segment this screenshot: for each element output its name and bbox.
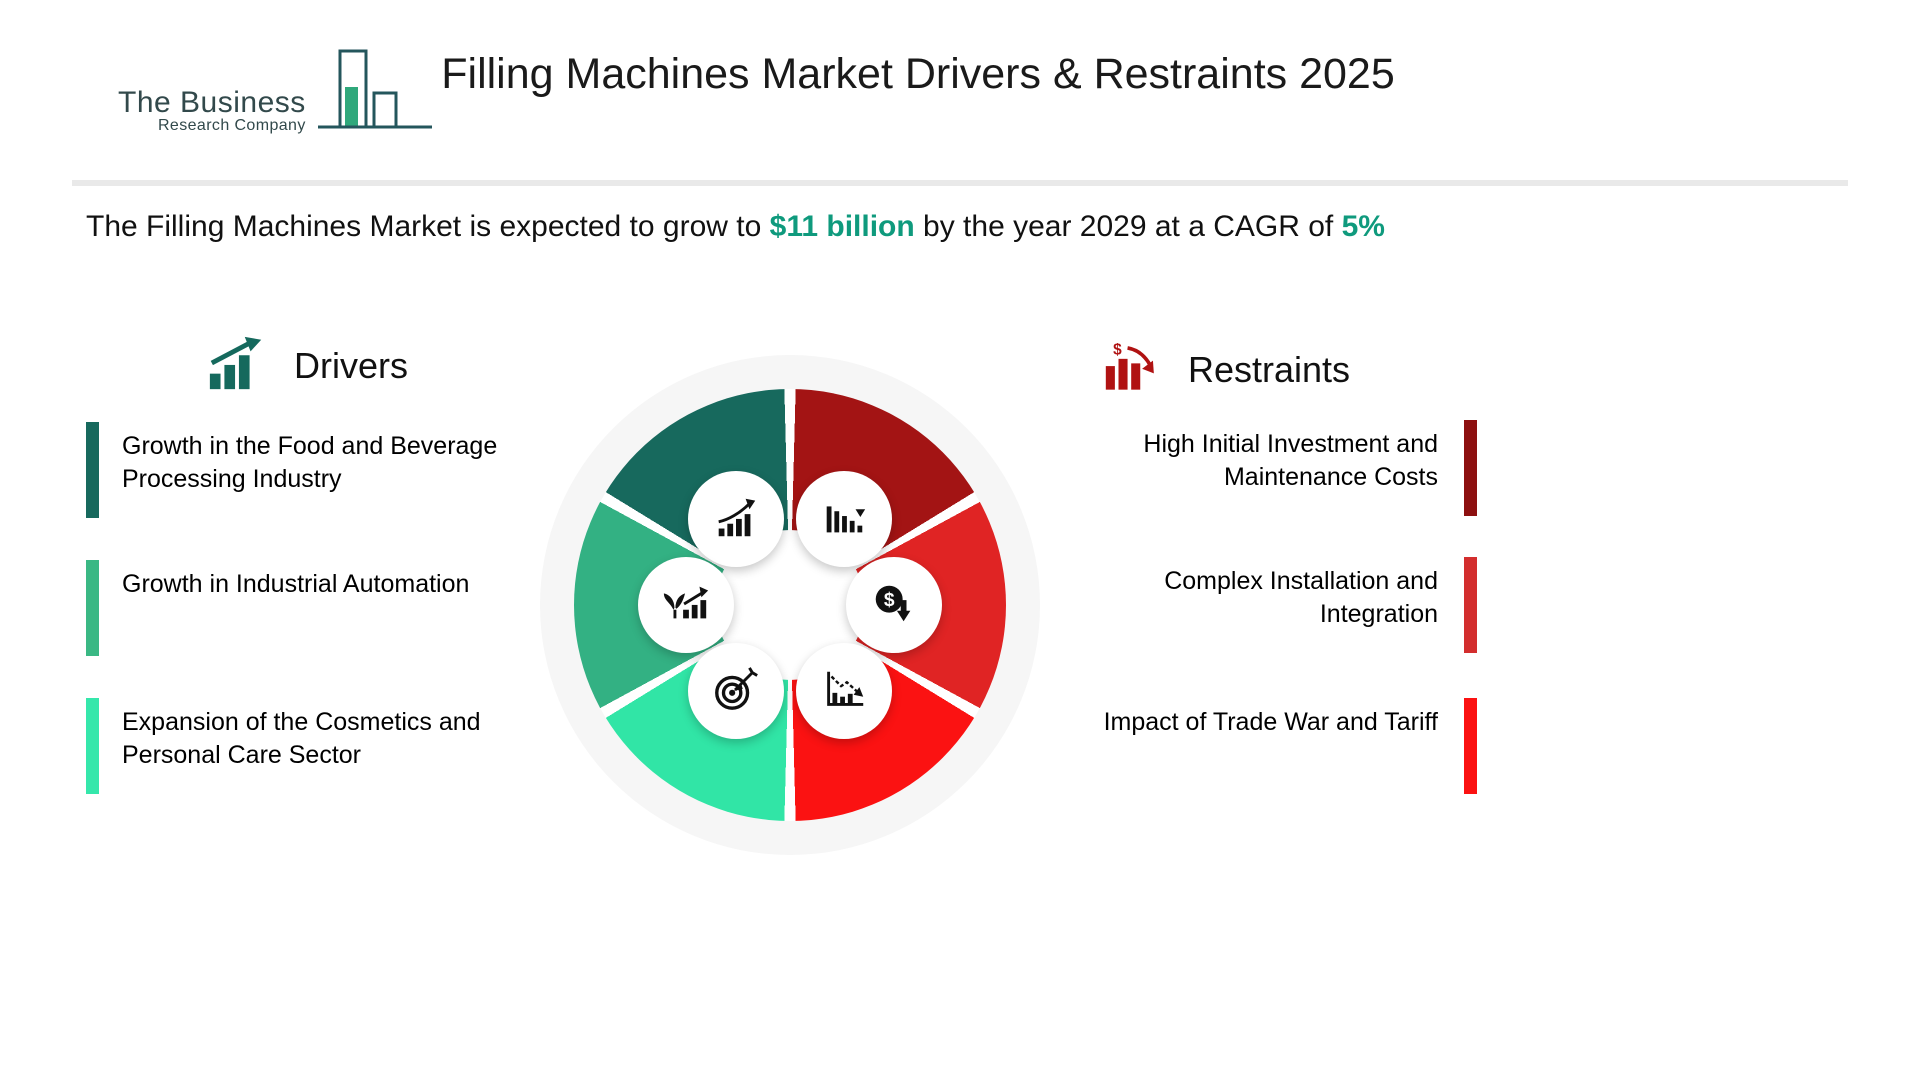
page-title: Filling Machines Market Drivers & Restra… (441, 50, 1395, 98)
svg-text:$: $ (884, 589, 895, 610)
target-dart-icon (711, 664, 761, 719)
svg-text:$: $ (1113, 341, 1122, 358)
restraint-accent-bar (1464, 420, 1477, 516)
wheel-node-left (638, 557, 734, 653)
dollar-decrease-icon: $ (869, 578, 919, 633)
driver-accent-bar (86, 422, 99, 518)
driver-item-label: Expansion of the Cosmetics and Personal … (122, 708, 481, 769)
restraint-item: High Initial Investment and Maintenance … (1078, 420, 1477, 516)
restraint-item: Impact of Trade War and Tariff (1078, 698, 1477, 794)
driver-accent-bar (86, 698, 99, 794)
wheel-node-bottom-left (688, 643, 784, 739)
restraints-heading-label: Restraints (1188, 348, 1351, 390)
wheel-node-top-left (688, 471, 784, 567)
drivers-heading: Drivers (206, 334, 408, 397)
summary-middle: by the year 2029 at a CAGR of (914, 210, 1342, 243)
driver-item: Growth in Industrial Automation (86, 560, 522, 656)
summary-prefix: The Filling Machines Market is expected … (86, 210, 770, 243)
wheel-node-top-right (796, 471, 892, 567)
rising-bars-arrow-icon (711, 492, 761, 547)
declining-dollar-bars-icon: $ (1104, 340, 1162, 399)
declining-bars-icon (819, 492, 869, 547)
driver-item: Growth in the Food and Beverage Processi… (86, 422, 522, 518)
sprout-growth-icon (661, 578, 711, 633)
restraint-item: Complex Installation and Integration (1078, 557, 1477, 653)
market-value-highlight: $11 billion (769, 210, 915, 243)
market-summary-text: The Filling Machines Market is expected … (86, 210, 1385, 244)
restraint-accent-bar (1464, 557, 1477, 653)
logo-bar-chart-icon (316, 46, 434, 141)
driver-item-label: Growth in the Food and Beverage Processi… (122, 432, 498, 493)
restraint-item-label: Complex Installation and Integration (1164, 567, 1438, 628)
restraint-item-label: Impact of Trade War and Tariff (1103, 708, 1438, 736)
driver-item-label: Growth in Industrial Automation (122, 570, 470, 598)
drivers-heading-label: Drivers (294, 344, 408, 386)
declining-line-chart-icon (819, 664, 869, 719)
driver-accent-bar (86, 560, 99, 656)
growth-bars-arrow-icon (206, 334, 268, 397)
cagr-highlight: 5% (1341, 210, 1385, 243)
wheel-node-bottom-right (796, 643, 892, 739)
restraint-item-label: High Initial Investment and Maintenance … (1143, 430, 1438, 491)
drivers-restraints-wheel: $ (540, 355, 1040, 855)
company-logo: The Business Research Company (118, 46, 434, 141)
driver-item: Expansion of the Cosmetics and Personal … (86, 698, 522, 794)
logo-line-2: Research Company (157, 117, 306, 135)
restraints-heading: $ Restraints (1104, 340, 1350, 399)
wheel-node-right: $ (846, 557, 942, 653)
restraint-accent-bar (1464, 698, 1477, 794)
header-divider (72, 180, 1848, 186)
company-logo-text: The Business Research Company (118, 87, 306, 141)
logo-line-1: The Business (118, 85, 306, 119)
